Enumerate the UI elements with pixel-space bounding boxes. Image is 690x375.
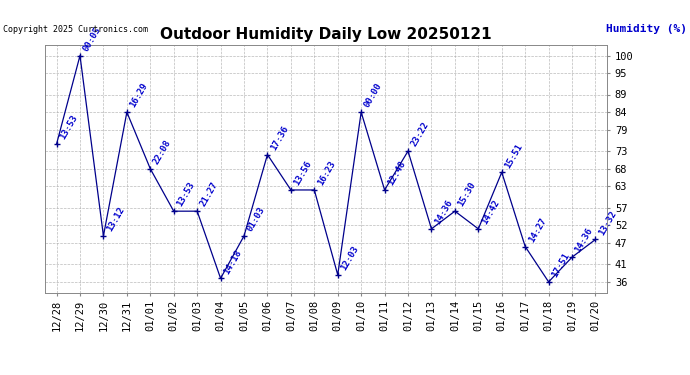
Text: 14:18: 14:18 [222, 248, 243, 276]
Text: 17:51: 17:51 [550, 251, 571, 279]
Text: 14:36: 14:36 [573, 226, 595, 254]
Text: 16:23: 16:23 [316, 159, 337, 187]
Text: 13:32: 13:32 [597, 209, 618, 237]
Text: 00:00: 00:00 [362, 82, 384, 110]
Text: 13:53: 13:53 [58, 114, 79, 141]
Text: 13:53: 13:53 [175, 181, 197, 209]
Text: 21:27: 21:27 [199, 181, 220, 209]
Title: Outdoor Humidity Daily Low 20250121: Outdoor Humidity Daily Low 20250121 [160, 27, 492, 42]
Text: 12:03: 12:03 [339, 244, 360, 272]
Text: 01:03: 01:03 [246, 206, 266, 233]
Text: 14:27: 14:27 [526, 216, 548, 244]
Text: 15:51: 15:51 [503, 142, 524, 170]
Text: 15:30: 15:30 [456, 181, 477, 209]
Text: 12:48: 12:48 [386, 159, 407, 187]
Text: Humidity (%): Humidity (%) [606, 24, 687, 34]
Text: 14:36: 14:36 [433, 198, 454, 226]
Text: 16:29: 16:29 [128, 82, 150, 110]
Text: 13:56: 13:56 [293, 159, 313, 187]
Text: 13:12: 13:12 [105, 206, 126, 233]
Text: 14:42: 14:42 [480, 198, 501, 226]
Text: Copyright 2025 Curtronics.com: Copyright 2025 Curtronics.com [3, 25, 148, 34]
Text: 00:05: 00:05 [81, 25, 103, 53]
Text: 23:22: 23:22 [409, 120, 431, 148]
Text: 22:08: 22:08 [152, 138, 173, 166]
Text: 17:36: 17:36 [269, 124, 290, 152]
